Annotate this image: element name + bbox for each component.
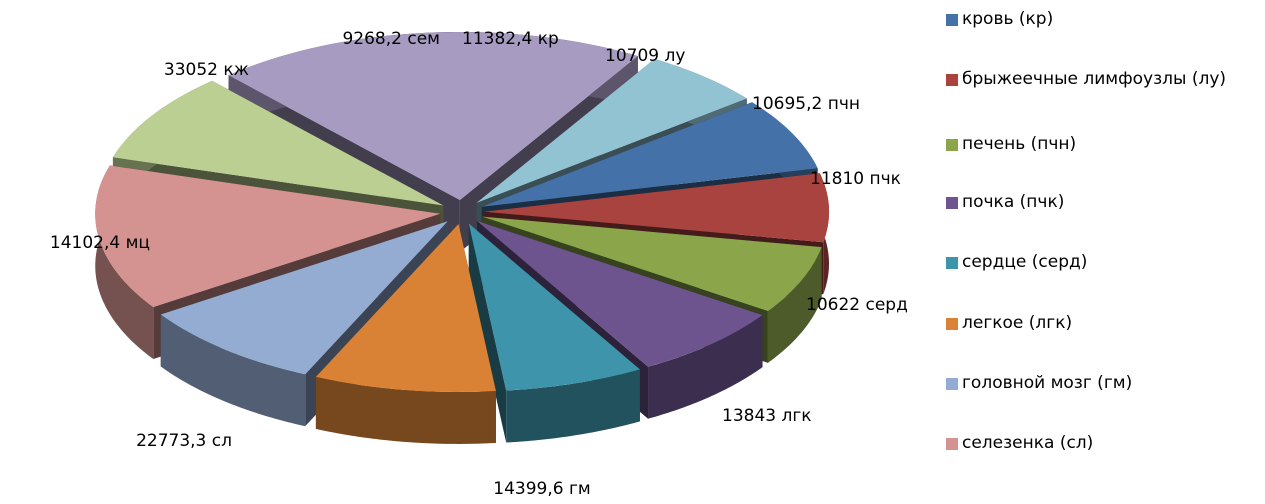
slice-data-label: 13843 лгк (722, 406, 812, 426)
legend-swatch (946, 318, 958, 330)
slice-side-wall (468, 223, 507, 443)
slice-data-label: 11382,4 кр (462, 29, 559, 49)
legend-swatch (946, 14, 958, 26)
legend-label: легкое (лгк) (962, 313, 1073, 333)
slice-top (481, 102, 818, 207)
pie-chart: 11382,4 кр 10709 лу 10695,2 пчн 11810 пчк 10… (50, 29, 908, 499)
slice-top (228, 31, 638, 200)
slice-data-label: 10622 серд (806, 295, 908, 315)
legend-swatch (946, 378, 958, 390)
slice-data-label: 10709 лу (605, 46, 685, 66)
slice-data-label: 14102,4 мц (50, 233, 150, 253)
slice-data-label: 11810 пчк (810, 169, 901, 189)
slice-top (160, 221, 448, 375)
legend-swatch (946, 74, 958, 86)
legend-label: брыжеечные лимфоузлы (лу) (962, 69, 1227, 89)
slice-data-label: 33052 кж (164, 60, 249, 80)
legend-swatch (946, 139, 958, 151)
legend-label: печень (пчн) (962, 134, 1077, 154)
slice-top (468, 223, 640, 391)
legend-swatch (946, 438, 958, 450)
slice-outer-wall (160, 314, 306, 427)
slice-top (483, 173, 829, 243)
legend-label: головной мозг (гм) (962, 373, 1133, 393)
slice-data-label: 9268,2 сем (342, 29, 440, 49)
legend-item: почка (пчк) (946, 190, 1261, 215)
legend-item: кровь (кр) (946, 7, 1261, 32)
legend-item: сердце (серд) (946, 250, 1261, 275)
legend-item: легкое (лгк) (946, 311, 1261, 336)
legend-label: кровь (кр) (962, 9, 1054, 29)
legend-item: селезенка (сл) (946, 431, 1261, 456)
slice-data-label: 10695,2 пчн (752, 94, 860, 114)
legend-label: почка (пчк) (962, 192, 1065, 212)
legend-item: головной мозг (гм) (946, 371, 1261, 396)
legend-swatch (946, 197, 958, 209)
slice-data-label: 22773,3 сл (136, 431, 232, 451)
legend-swatch (946, 257, 958, 269)
legend-item: печень (пчн) (946, 132, 1261, 157)
slice-top (95, 165, 441, 308)
slice-outer-wall (506, 369, 640, 443)
legend-item: брыжеечные лимфоузлы (лу) (946, 67, 1261, 92)
pie-slice (468, 223, 640, 443)
slice-top (315, 223, 496, 392)
slice-top (476, 220, 763, 367)
slice-outer-wall (767, 247, 822, 363)
slice-outer-wall (648, 315, 763, 419)
slice-top (476, 58, 747, 203)
legend-label: селезенка (сл) (962, 433, 1094, 453)
legend-label: сердце (серд) (962, 252, 1088, 272)
slice-top (112, 80, 444, 206)
pie-slice (315, 223, 496, 444)
slice-top (482, 216, 822, 311)
slice-data-label: 14399,6 гм (493, 479, 590, 499)
slice-outer-wall (315, 376, 496, 444)
